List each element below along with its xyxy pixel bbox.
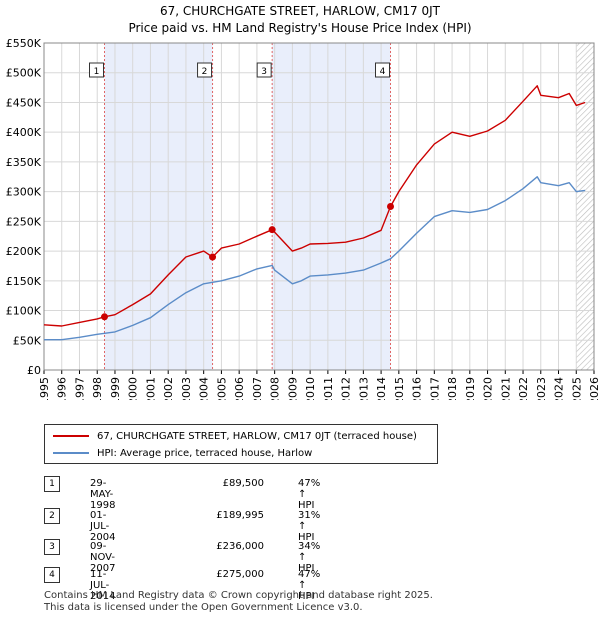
y-tick-label: £450K xyxy=(6,96,42,109)
legend-label-property: 67, CHURCHGATE STREET, HARLOW, CM17 0JT … xyxy=(97,430,417,442)
legend-label-hpi: HPI: Average price, terraced house, Harl… xyxy=(97,447,313,459)
x-tick-label: 2020 xyxy=(482,377,495,400)
sale-price: £189,995 xyxy=(216,510,264,521)
sale-date: 29-MAY-1998 xyxy=(90,478,116,511)
x-tick-label: 2004 xyxy=(198,377,211,400)
legend-item-hpi: HPI: Average price, terraced house, Harl… xyxy=(53,445,312,461)
chart-title: 67, CHURCHGATE STREET, HARLOW, CM17 0JT xyxy=(159,4,441,18)
y-tick-label: £50K xyxy=(13,334,42,347)
sale-label-box xyxy=(89,62,104,78)
y-tick-label: £100K xyxy=(6,305,42,318)
x-tick-label: 2003 xyxy=(180,377,193,400)
legend-swatch-property xyxy=(53,435,89,437)
forecast-hatch xyxy=(576,43,594,370)
y-tick-label: £300K xyxy=(6,186,42,199)
x-tick-label: 1998 xyxy=(91,377,104,400)
sale-label-number: 4 xyxy=(380,67,386,77)
sale-label-box xyxy=(375,62,390,78)
x-tick-label: 2010 xyxy=(304,377,317,400)
x-tick-label: 2008 xyxy=(269,377,282,400)
sale-date: 01-JUL-2004 xyxy=(90,510,116,543)
sale-point xyxy=(209,253,217,261)
y-tick-label: £500K xyxy=(6,67,42,80)
sale-hpi-diff: 31% ↑ HPI xyxy=(298,510,321,543)
x-tick-label: 2009 xyxy=(286,377,299,400)
x-tick-label: 2025 xyxy=(570,377,583,400)
price-chart: £0 £50K £100K £150K £200K £250K £300K £350K £400… xyxy=(6,37,600,400)
x-tick-label: 2002 xyxy=(162,377,175,400)
x-tick-label: 2001 xyxy=(144,377,157,400)
x-tick-label: 2023 xyxy=(535,377,548,400)
x-tick-label: 2011 xyxy=(322,377,335,400)
y-tick-label: £550K xyxy=(6,37,42,50)
y-tick-label: £400K xyxy=(6,126,42,139)
sale-label-number: 3 xyxy=(261,67,267,77)
sale-date: 11-JUL-2014 xyxy=(90,569,116,602)
sale-number: 1 xyxy=(44,476,60,492)
x-tick-label: 2012 xyxy=(340,377,353,400)
plot-border xyxy=(43,42,595,371)
sale-price: £275,000 xyxy=(216,569,264,580)
x-tick-label: 2015 xyxy=(393,377,406,400)
y-tick-label: £200K xyxy=(6,245,42,258)
x-tick-label: 1995 xyxy=(38,377,51,400)
legend: 67, CHURCHGATE STREET, HARLOW, CM17 0JT … xyxy=(44,424,438,464)
x-tick-label: 2017 xyxy=(428,377,441,400)
x-tick-label: 2021 xyxy=(499,377,512,400)
sale-hpi-diff: 34% ↑ HPI xyxy=(298,541,321,574)
x-tick-label: 2018 xyxy=(446,377,459,400)
x-tick-label: 2005 xyxy=(215,377,228,400)
sale-hpi-diff: 47% ↑ HPI xyxy=(298,569,321,602)
y-tick-label: £150K xyxy=(6,275,42,288)
sale-label-number: 1 xyxy=(94,67,100,77)
sale-label-number: 2 xyxy=(202,67,208,77)
x-tick-label: 2016 xyxy=(411,377,424,400)
sale-hpi-diff: 47% ↑ HPI xyxy=(298,478,321,511)
footer-licence: This data is licensed under the Open Gov… xyxy=(44,602,363,613)
sale-price: £89,500 xyxy=(222,478,264,489)
x-tick-label: 2006 xyxy=(233,377,246,400)
x-tick-label: 2014 xyxy=(375,377,388,400)
y-tick-label: £0 xyxy=(27,364,41,377)
sale-point xyxy=(387,203,394,210)
sale-number: 2 xyxy=(44,508,60,524)
sale-label-box xyxy=(197,62,213,78)
hpi-line xyxy=(44,176,586,341)
sale-label-box xyxy=(256,62,272,78)
y-tick-label: £250K xyxy=(6,215,42,228)
x-tick-label: 2024 xyxy=(553,377,566,400)
sale-period-band xyxy=(272,43,391,370)
x-tick-label: 2022 xyxy=(517,377,530,400)
x-tick-label: 2013 xyxy=(357,377,370,400)
sale-number: 3 xyxy=(44,539,60,555)
footer-copyright: Contains HM Land Registry data © Crown c… xyxy=(44,590,433,601)
price-paid-line xyxy=(43,85,586,327)
sale-number: 4 xyxy=(44,567,60,583)
x-tick-label: 1997 xyxy=(73,377,86,400)
sale-price: £236,000 xyxy=(216,541,264,552)
sale-date: 09-NOV-2007 xyxy=(90,541,116,574)
sale-point xyxy=(268,226,276,234)
chart-subtitle: Price paid vs. HM Land Registry's House … xyxy=(128,21,472,35)
x-tick-label: 2000 xyxy=(127,377,140,400)
sale-point xyxy=(101,313,108,321)
x-tick-label: 1996 xyxy=(56,377,69,400)
x-tick-label: 2026 xyxy=(588,377,600,400)
legend-item-property: 67, CHURCHGATE STREET, HARLOW, CM17 0JT … xyxy=(53,428,417,444)
legend-swatch-hpi xyxy=(53,452,89,454)
x-tick-label: 2019 xyxy=(464,377,477,400)
y-tick-label: £350K xyxy=(6,156,42,169)
x-tick-label: 2007 xyxy=(251,377,264,400)
x-tick-label: 1999 xyxy=(109,377,122,400)
sale-period-band xyxy=(104,43,213,370)
